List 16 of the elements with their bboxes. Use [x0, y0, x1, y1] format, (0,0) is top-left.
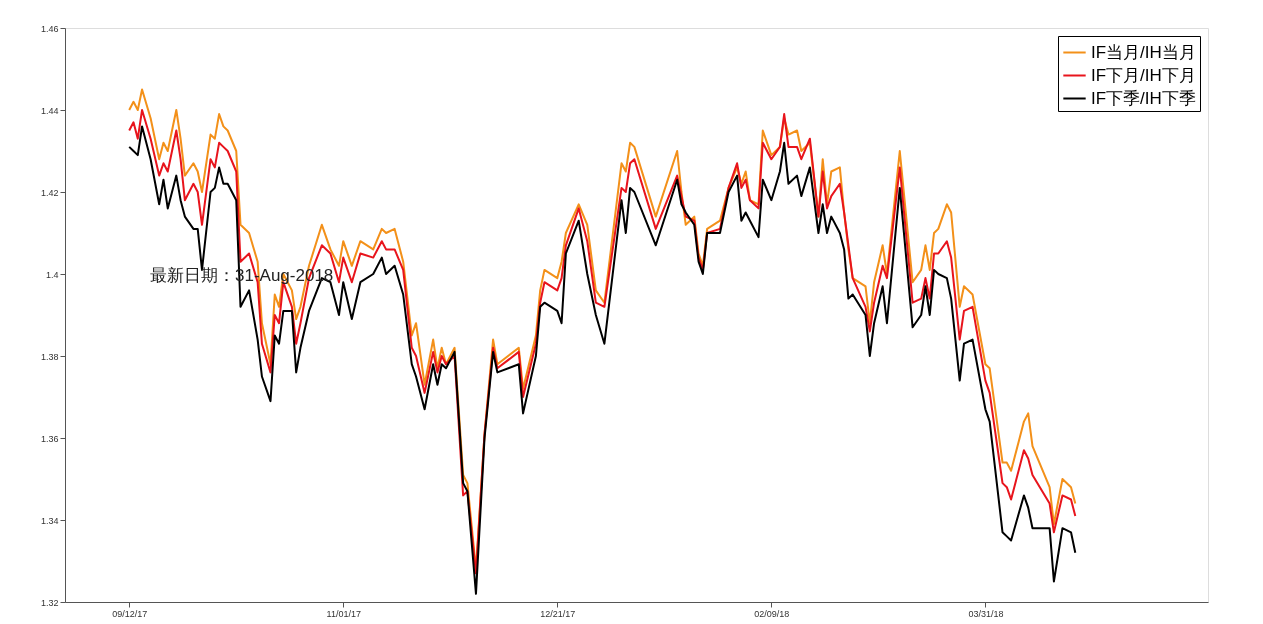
x-tick-label: 03/31/18	[968, 608, 1004, 619]
y-tick-label: 1.44	[40, 105, 59, 116]
y-tick-label: 1.34	[40, 515, 59, 526]
y-tick-label: 1.42	[40, 187, 59, 198]
y-tick-label: 1.36	[40, 433, 59, 444]
y-tick-label: 1.46	[40, 23, 59, 34]
legend-label: IF下月/IH下月	[1091, 65, 1196, 85]
y-tick-label: 1.38	[40, 351, 59, 362]
y-tick-label: 1.32	[40, 597, 59, 608]
x-tick-label: 02/09/18	[754, 608, 790, 619]
x-tick-label: 12/21/17	[540, 608, 576, 619]
x-tick-label: 09/12/17	[112, 608, 148, 619]
y-tick-label: 1.4	[45, 269, 59, 280]
legend-label: IF下季/IH下季	[1091, 88, 1196, 108]
legend-label: IF当月/IH当月	[1091, 42, 1196, 62]
x-tick-label: 11/01/17	[326, 608, 361, 619]
